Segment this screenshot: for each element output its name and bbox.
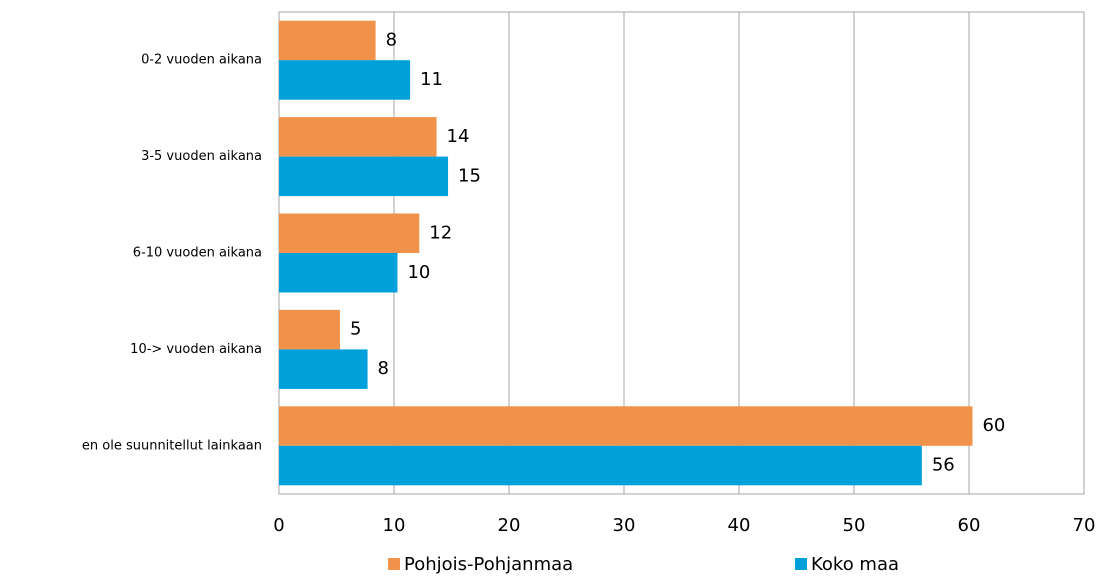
legend-label: Pohjois-Pohjanmaa bbox=[404, 554, 573, 575]
y-tick-label: 6-10 vuoden aikana bbox=[133, 246, 262, 261]
bar bbox=[279, 20, 376, 61]
x-tick-label: 30 bbox=[613, 515, 636, 536]
legend-label: Koko maa bbox=[811, 554, 899, 575]
x-tick-label: 20 bbox=[498, 515, 521, 536]
value-label: 14 bbox=[447, 126, 470, 147]
value-label: 8 bbox=[386, 29, 397, 50]
y-tick-label: 10-> vuoden aikana bbox=[130, 342, 262, 357]
bar bbox=[279, 213, 420, 253]
value-label: 11 bbox=[420, 69, 443, 90]
value-label: 8 bbox=[378, 358, 389, 379]
y-tick-label: en ole suunnitellut lainkaan bbox=[82, 438, 262, 453]
value-label: 56 bbox=[932, 455, 955, 476]
y-tick-label: 0-2 vuoden aikana bbox=[141, 53, 262, 68]
bar bbox=[279, 406, 973, 446]
value-label: 60 bbox=[982, 415, 1005, 436]
bar bbox=[279, 156, 449, 197]
x-tick-label: 60 bbox=[958, 515, 981, 536]
value-label: 10 bbox=[407, 262, 430, 283]
y-tick-label: 3-5 vuoden aikana bbox=[141, 149, 262, 164]
legend-swatch bbox=[388, 558, 400, 570]
value-label: 12 bbox=[429, 222, 452, 243]
x-tick-label: 0 bbox=[273, 515, 284, 536]
value-label: 15 bbox=[458, 165, 481, 186]
bar bbox=[279, 117, 437, 157]
legend-swatch bbox=[795, 558, 807, 570]
x-tick-label: 40 bbox=[728, 515, 751, 536]
bar bbox=[279, 309, 340, 350]
bar bbox=[279, 445, 922, 486]
bar bbox=[279, 253, 398, 293]
bar bbox=[279, 349, 368, 389]
bar bbox=[279, 60, 411, 100]
x-tick-label: 10 bbox=[383, 515, 406, 536]
x-tick-label: 70 bbox=[1073, 515, 1096, 536]
x-tick-label: 50 bbox=[843, 515, 866, 536]
value-label: 5 bbox=[350, 319, 361, 340]
